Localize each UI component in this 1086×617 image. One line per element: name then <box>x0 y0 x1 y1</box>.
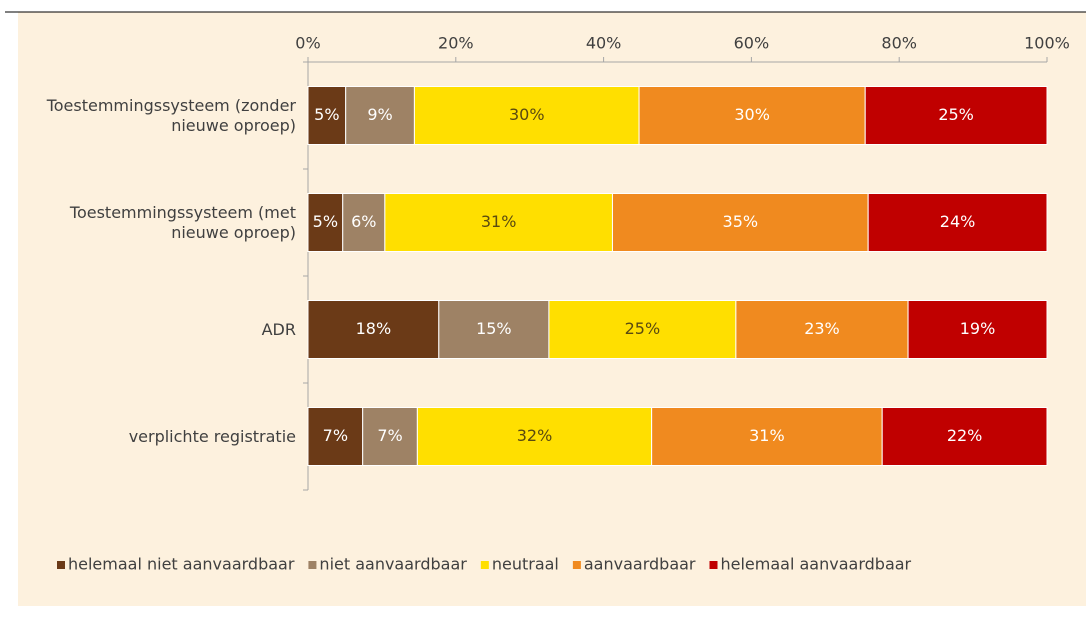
data-label: 32% <box>517 426 553 445</box>
bar-segment <box>867 193 1048 252</box>
legend-label: neutraal <box>492 555 559 574</box>
bar-segment <box>611 193 869 252</box>
bar-segment <box>416 407 653 466</box>
bar-segment <box>413 86 640 145</box>
data-label: 31% <box>749 426 785 445</box>
bar-segment <box>362 407 418 466</box>
bar-segment <box>548 300 737 359</box>
legend-label: helemaal aanvaardbaar <box>721 555 912 574</box>
bar-segment <box>307 193 344 252</box>
data-label: 6% <box>351 212 376 231</box>
x-tick-label: 80% <box>881 34 917 53</box>
data-label: 5% <box>314 105 339 124</box>
bar-segment <box>384 193 613 252</box>
y-tick-label: verplichte registratie <box>128 426 296 446</box>
data-label: 25% <box>938 105 974 124</box>
bar-segment <box>307 300 440 359</box>
bar-segment <box>651 407 883 466</box>
data-label: 31% <box>481 212 517 231</box>
bar-segment <box>307 86 347 145</box>
legend-swatch <box>709 561 718 569</box>
bar-segment <box>342 193 386 252</box>
data-label: 18% <box>356 319 392 338</box>
data-label: 7% <box>377 426 402 445</box>
x-tick-label: 20% <box>438 34 474 53</box>
x-tick-label: 60% <box>734 34 770 53</box>
bar-segment <box>881 407 1048 466</box>
data-label: 30% <box>509 105 545 124</box>
y-tick-label: Toestemmingssysteem (zonder nieuwe oproe… <box>46 95 296 135</box>
legend-swatch <box>308 561 317 569</box>
x-tick-label: 0% <box>295 34 320 53</box>
legend-label: aanvaardbaar <box>584 555 696 574</box>
data-label: 5% <box>313 212 338 231</box>
data-label: 19% <box>960 319 996 338</box>
data-label: 22% <box>947 426 983 445</box>
legend-swatch <box>572 561 581 569</box>
data-label: 25% <box>625 319 661 338</box>
bar-segment <box>345 86 415 145</box>
data-label: 9% <box>367 105 392 124</box>
data-label: 24% <box>940 212 976 231</box>
legend-label: helemaal niet aanvaardbaar <box>68 555 295 574</box>
bar-segment <box>864 86 1048 145</box>
legend-swatch <box>480 561 489 569</box>
bar-segment <box>307 407 364 466</box>
data-label: 23% <box>804 319 840 338</box>
y-tick-label: ADR <box>261 319 296 339</box>
data-label: 30% <box>734 105 770 124</box>
bar-segment <box>907 300 1048 359</box>
x-tick-label: 40% <box>586 34 622 53</box>
x-tick-label: 100% <box>1024 34 1070 53</box>
data-label: 15% <box>476 319 512 338</box>
y-tick-label: Toestemmingssysteem (met nieuwe oproep) <box>69 202 296 242</box>
legend-label: niet aanvaardbaar <box>319 555 467 574</box>
legend-swatch <box>57 561 65 569</box>
data-label: 7% <box>323 426 348 445</box>
data-label: 35% <box>723 212 759 231</box>
